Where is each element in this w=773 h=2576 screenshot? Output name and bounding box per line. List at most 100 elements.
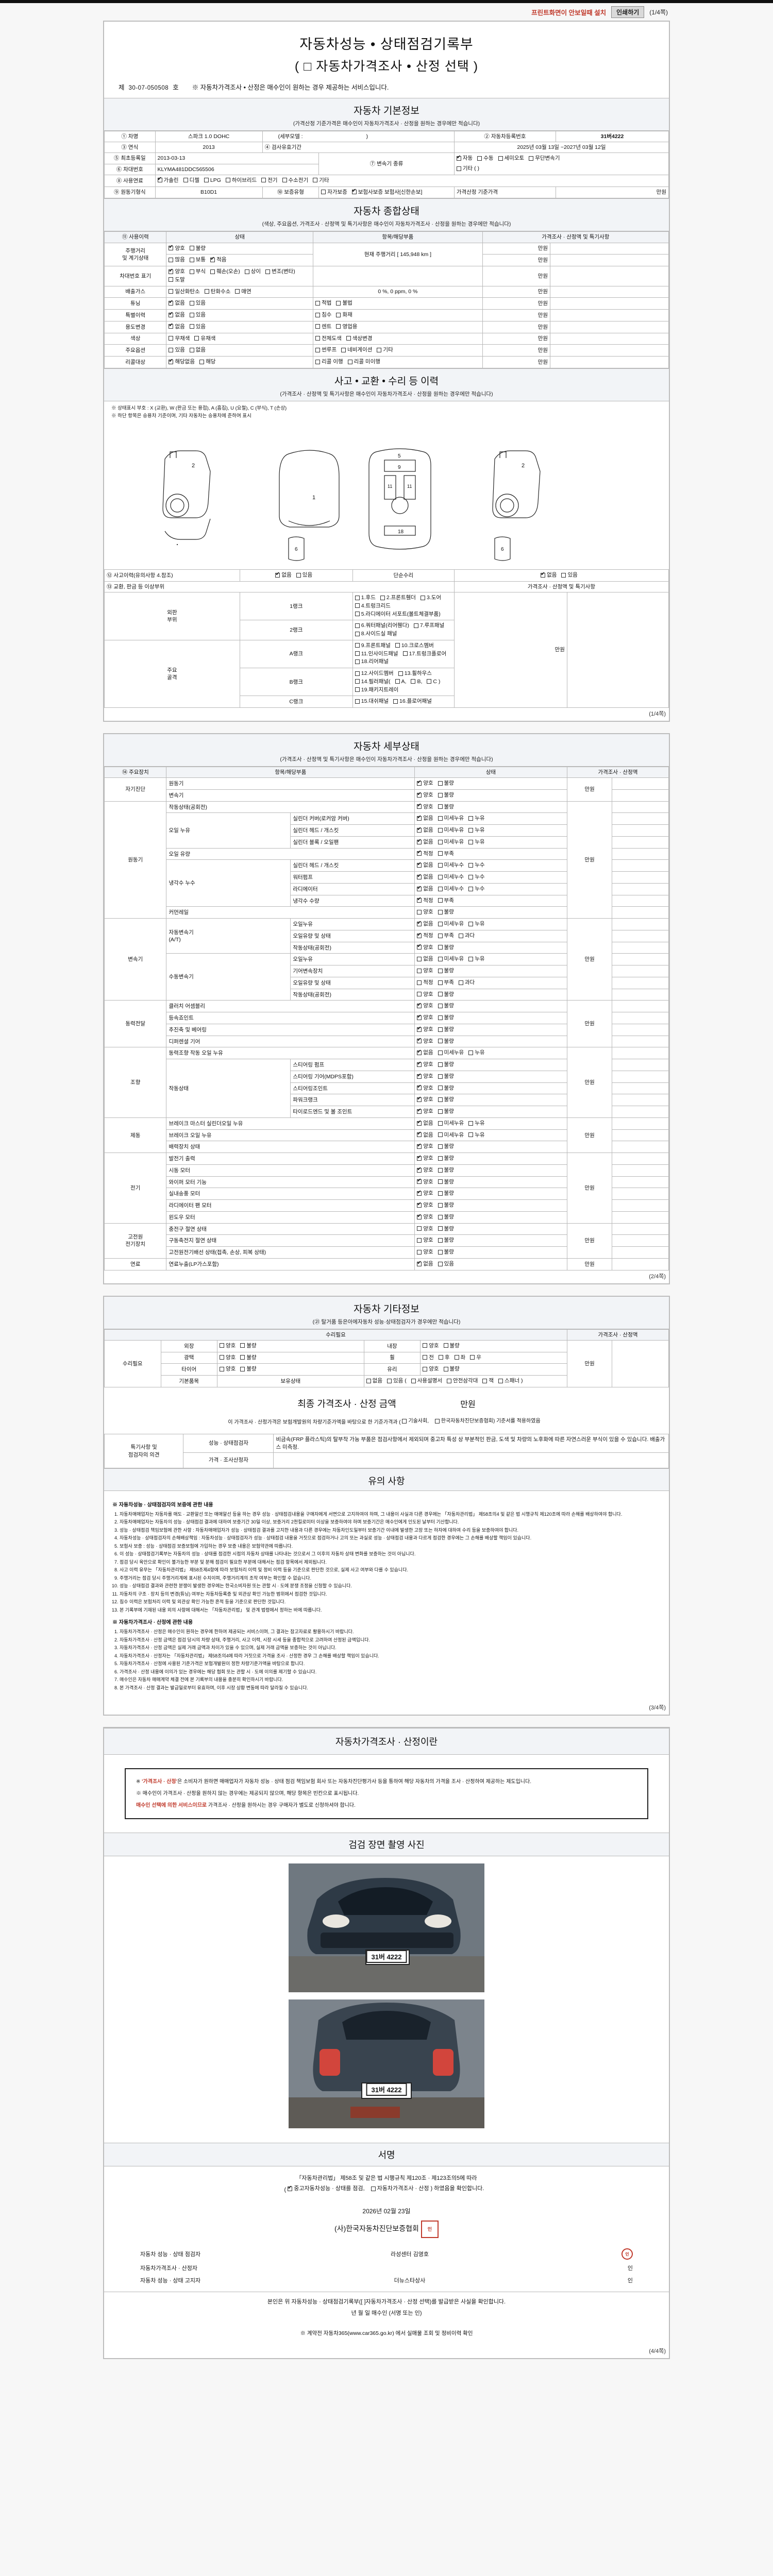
detail-option-2[interactable]: 누유 xyxy=(468,1131,485,1139)
checkbox-icon[interactable] xyxy=(482,1378,488,1383)
checkbox-icon[interactable] xyxy=(417,1096,422,1103)
checkbox-icon[interactable] xyxy=(417,1166,422,1173)
checkbox-icon[interactable] xyxy=(355,679,360,684)
detail-option-0[interactable]: 양호 xyxy=(417,1166,433,1174)
checkbox-icon[interactable] xyxy=(438,863,443,868)
checkbox-icon[interactable] xyxy=(169,277,174,282)
checkbox-icon[interactable] xyxy=(417,980,422,985)
print-button[interactable]: 인쇄하기 xyxy=(611,6,645,18)
detail-option-0[interactable]: 양호 xyxy=(417,1201,433,1209)
detail-option-1[interactable]: 불량 xyxy=(438,1213,454,1221)
checkbox-icon[interactable] xyxy=(438,1226,443,1231)
checkbox-icon[interactable] xyxy=(189,312,194,317)
checkbox-icon[interactable] xyxy=(434,1419,440,1424)
usage-opt2-0[interactable]: 렌트 xyxy=(315,323,331,330)
checkbox-icon[interactable] xyxy=(438,1015,443,1020)
checkbox-icon[interactable] xyxy=(468,1050,474,1056)
frame-item-2[interactable]: 11.인사이드패널 xyxy=(355,650,398,657)
checkbox-icon[interactable] xyxy=(417,1026,422,1032)
checkbox-icon[interactable] xyxy=(458,980,463,985)
checkbox-icon[interactable] xyxy=(169,336,174,341)
checkbox-icon[interactable] xyxy=(347,359,352,364)
detail-option-0[interactable]: 없음 xyxy=(417,826,433,834)
detail-option-0[interactable]: 없음 xyxy=(417,885,433,892)
checkbox-icon[interactable] xyxy=(438,816,443,821)
detail-option-0[interactable]: 양호 xyxy=(417,1084,433,1092)
detail-option-0[interactable]: 양호 xyxy=(417,1073,433,1080)
simple-repair-option-0[interactable]: 없음 xyxy=(541,571,557,579)
special-opt1-0[interactable]: 없음 xyxy=(169,311,185,318)
other-right-option-2[interactable]: 좌 xyxy=(454,1354,465,1361)
checkbox-icon[interactable] xyxy=(423,1343,428,1348)
checkbox-icon[interactable] xyxy=(315,359,321,364)
detail-option-1[interactable]: 불량 xyxy=(438,991,454,998)
checkbox-icon[interactable] xyxy=(189,246,194,251)
panel-item-1[interactable]: 2.프론트휀더 xyxy=(380,594,416,601)
panel-item-4[interactable]: 5.라디에이터 서포트(볼트체결부품) xyxy=(355,611,441,618)
frame-item-1[interactable]: 13.휠하우스 xyxy=(398,670,432,677)
checkbox-icon[interactable] xyxy=(438,1027,443,1032)
detail-option-1[interactable]: 불량 xyxy=(438,1073,454,1080)
checkbox-icon[interactable] xyxy=(417,1155,422,1161)
options-opt1-0[interactable]: 있음 xyxy=(169,346,185,353)
checkbox-icon[interactable] xyxy=(411,679,416,684)
detail-option-1[interactable]: 불량 xyxy=(438,1143,454,1150)
color-opt1-1[interactable]: 유채색 xyxy=(194,335,215,342)
checkbox-icon[interactable] xyxy=(315,324,321,329)
state-option-2[interactable]: 매연 xyxy=(235,288,251,295)
checkbox-icon[interactable] xyxy=(438,874,443,879)
fuel-option-1[interactable]: 디젤 xyxy=(183,177,199,184)
checkbox-icon[interactable] xyxy=(204,289,209,294)
detail-option-1[interactable]: 불량 xyxy=(438,791,454,799)
checkbox-icon[interactable] xyxy=(417,1201,422,1208)
detail-option-1[interactable]: 불량 xyxy=(438,1225,454,1232)
checkbox-icon[interactable] xyxy=(468,921,474,926)
checkbox-icon[interactable] xyxy=(423,1366,428,1371)
checkbox-icon[interactable] xyxy=(417,1143,422,1149)
checkbox-icon[interactable] xyxy=(468,886,474,891)
detail-option-1[interactable]: 불량 xyxy=(438,1201,454,1209)
detail-option-1[interactable]: 불량 xyxy=(438,803,454,810)
checkbox-icon[interactable] xyxy=(438,804,443,809)
options-opt1-1[interactable]: 없음 xyxy=(189,346,206,353)
checkbox-icon[interactable] xyxy=(351,188,357,195)
checkbox-icon[interactable] xyxy=(438,933,443,938)
checkbox-icon[interactable] xyxy=(417,943,422,950)
checkbox-icon[interactable] xyxy=(189,257,194,262)
detail-option-1[interactable]: 불량 xyxy=(438,1155,454,1162)
checkbox-icon[interactable] xyxy=(438,1144,443,1149)
detail-option-0[interactable]: 양호 xyxy=(417,1061,433,1068)
usage-opt2-1[interactable]: 영업용 xyxy=(336,323,357,330)
checkbox-icon[interactable] xyxy=(470,1355,475,1360)
detail-option-0[interactable]: 없음 xyxy=(417,1049,433,1056)
checkbox-icon[interactable] xyxy=(438,827,443,833)
checkbox-icon[interactable] xyxy=(240,1355,245,1360)
detail-option-1[interactable]: 부족 xyxy=(438,932,454,939)
checkbox-icon[interactable] xyxy=(417,1014,422,1020)
checkbox-icon[interactable] xyxy=(456,166,461,171)
checkbox-icon[interactable] xyxy=(438,781,443,786)
checkbox-icon[interactable] xyxy=(468,827,474,833)
detail-option-1[interactable]: 미세누유 xyxy=(438,1049,464,1056)
checkbox-icon[interactable] xyxy=(438,1050,443,1056)
checkbox-icon[interactable] xyxy=(315,347,321,352)
checkbox-icon[interactable] xyxy=(169,299,174,306)
detail-option-2[interactable]: 누유 xyxy=(468,815,485,822)
detail-option-0[interactable]: 양호 xyxy=(417,991,433,998)
detail-option-1[interactable]: 미세누수 xyxy=(438,861,464,869)
checkbox-icon[interactable] xyxy=(417,803,422,809)
detail-option-0[interactable]: 양호 xyxy=(417,1096,433,1103)
checkbox-icon[interactable] xyxy=(438,1214,443,1219)
checkbox-icon[interactable] xyxy=(411,1378,416,1383)
checkbox-icon[interactable] xyxy=(438,1039,443,1044)
detail-option-1[interactable]: 불량 xyxy=(438,1108,454,1115)
checkbox-icon[interactable] xyxy=(438,1261,443,1266)
detail-option-1[interactable]: 미세누유 xyxy=(438,955,464,962)
checkbox-icon[interactable] xyxy=(282,178,287,183)
detail-option-1[interactable]: 불량 xyxy=(438,967,454,974)
checkbox-icon[interactable] xyxy=(438,1121,443,1126)
checkbox-icon[interactable] xyxy=(169,347,174,352)
detail-option-1[interactable]: 부족 xyxy=(438,897,454,904)
other-right-option-1[interactable]: 불량 xyxy=(443,1342,460,1349)
tuning-opt1-0[interactable]: 없음 xyxy=(169,299,185,307)
